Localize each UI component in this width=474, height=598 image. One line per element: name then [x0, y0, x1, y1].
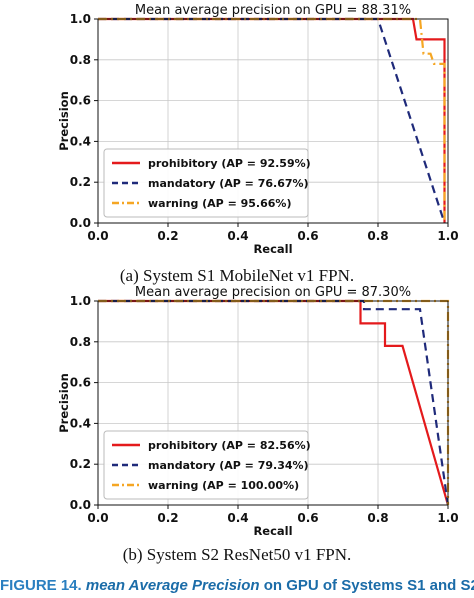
- y-axis-label: Precision: [57, 91, 71, 151]
- chart-panel-2: 0.0 0.2 0.4 0.6 0.8 1.0 0.0 0.2 0.4 0.6 0.8 1.0 Reca…: [57, 285, 459, 564]
- x-tick-label: 0.0: [87, 229, 108, 243]
- axes-frame: [97, 18, 449, 224]
- pr-curves-figure: 0.0 0.2 0.4 0.6 0.8 1.0 0.0 0.2 0.4 0.6 0.8 1.0 Reca…: [57, 3, 459, 564]
- x-tick-label: 1.0: [437, 511, 458, 525]
- figure-caption: FIGURE 14. mean Average Precision on GPU…: [0, 577, 474, 598]
- y-tick-label: 0.8: [70, 335, 91, 349]
- y-tick-label: 0.2: [70, 457, 91, 471]
- figure-caption-emphasis: mean Average Precision: [85, 577, 260, 594]
- x-tick-label: 0.8: [367, 511, 388, 525]
- x-tick-label: 0.4: [227, 511, 248, 525]
- x-tick-label: 0.2: [157, 511, 178, 525]
- series-line-dashed: [98, 299, 450, 506]
- x-axis-label: Recall: [253, 524, 292, 538]
- y-tick-label: 0.4: [70, 416, 91, 430]
- y-tick-label: 0.4: [70, 134, 91, 148]
- chart-panel-1: 0.0 0.2 0.4 0.6 0.8 1.0 0.0 0.2 0.4 0.6 0.8 1.0 Reca…: [57, 3, 459, 285]
- y-tick-label: 0.0: [70, 498, 91, 512]
- subfigure-caption: (a) System S1 MobileNet v1 FPN.: [120, 266, 354, 285]
- legend-entry: warning (AP = 100.00%): [148, 479, 299, 492]
- legend-entry: prohibitory (AP = 82.56%): [148, 439, 311, 452]
- legend-box: [103, 148, 309, 218]
- y-tick-label: 0.6: [70, 94, 91, 108]
- chart-title: Mean average precision on GPU = 87.30%: [135, 285, 411, 300]
- legend-entry: warning (AP = 95.66%): [148, 197, 291, 210]
- legend-entry: mandatory (AP = 79.34%): [148, 459, 309, 472]
- y-tick-label: 0.6: [70, 376, 91, 390]
- x-tick-label: 0.4: [227, 229, 248, 243]
- x-tick-label: 1.0: [437, 229, 458, 243]
- legend-box: [103, 430, 309, 500]
- series-line-dashdot: [98, 17, 446, 223]
- x-tick-label: 0.6: [297, 511, 318, 525]
- legend-entry: mandatory (AP = 76.67%): [148, 177, 309, 190]
- series-line-solid: [98, 299, 450, 506]
- y-axis-label: Precision: [57, 373, 71, 433]
- x-axis-label: Recall: [253, 242, 292, 256]
- y-tick-label: 0.8: [70, 53, 91, 67]
- x-tick-label: 0.0: [87, 511, 108, 525]
- figure-caption-label: FIGURE 14.: [0, 577, 82, 594]
- legend: prohibitory (AP = 82.56%) mandatory (AP =…: [103, 430, 311, 500]
- legend: prohibitory (AP = 92.59%) mandatory (AP =…: [103, 148, 311, 218]
- chart-title: Mean average precision on GPU = 88.31%: [135, 3, 411, 18]
- y-tick-label: 1.0: [70, 12, 91, 26]
- x-tick-label: 0.8: [367, 229, 388, 243]
- y-tick-label: 1.0: [70, 294, 91, 308]
- y-tick-label: 0.0: [70, 216, 91, 230]
- legend-entry: prohibitory (AP = 92.59%): [148, 157, 311, 170]
- subfigure-caption: (b) System S2 ResNet50 v1 FPN.: [123, 545, 352, 564]
- y-tick-label: 0.2: [70, 175, 91, 189]
- figure-caption-text: on GPU of Systems S1 and S2.: [259, 577, 474, 594]
- x-tick-label: 0.6: [297, 229, 318, 243]
- x-tick-label: 0.2: [157, 229, 178, 243]
- axes-frame: [97, 300, 449, 506]
